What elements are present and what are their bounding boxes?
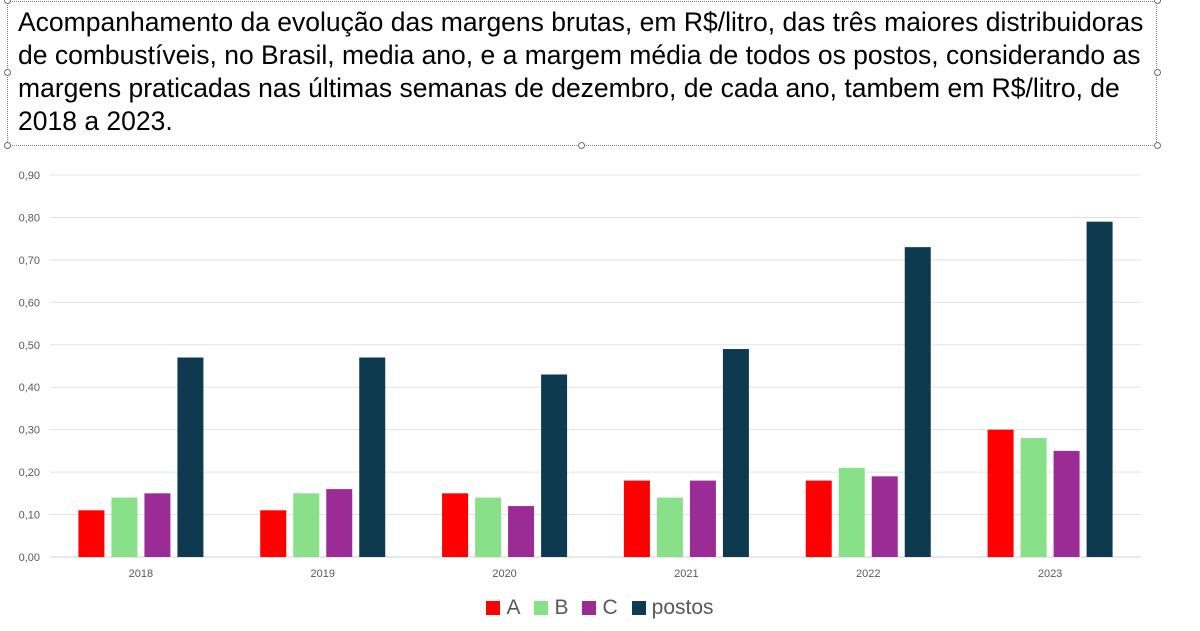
bar-B-2019 [293, 493, 320, 557]
y-tick-label: 0,10 [19, 510, 40, 522]
title-textbox[interactable]: Acompanhamento da evolução das margens b… [7, 1, 1157, 146]
resize-handle-bottom-right[interactable] [1154, 142, 1161, 149]
bar-A-2023 [987, 429, 1014, 557]
bar-C-2020 [508, 506, 535, 557]
bar-postos-2020 [541, 374, 568, 557]
bar-A-2022 [805, 480, 832, 557]
bar-postos-2022 [904, 247, 931, 557]
bar-A-2020 [442, 493, 469, 557]
y-tick-label: 0,00 [19, 552, 40, 564]
resize-handle-middle-right[interactable] [1154, 69, 1161, 76]
bar-C-2023 [1053, 450, 1080, 557]
legend-label: A [506, 596, 521, 619]
x-tick-label: 2019 [311, 568, 335, 580]
resize-handle-top-left[interactable] [4, 0, 11, 4]
resize-handle-bottom-left[interactable] [4, 142, 11, 149]
legend-label: B [554, 596, 569, 619]
y-tick-label: 0,40 [19, 382, 40, 394]
y-tick-label: 0,90 [19, 170, 40, 182]
y-tick-label: 0,60 [19, 297, 40, 309]
bar-B-2021 [656, 497, 683, 557]
bar-postos-2021 [722, 349, 749, 557]
bar-B-2020 [475, 497, 502, 557]
x-tick-label: 2022 [856, 568, 880, 580]
bar-postos-2023 [1086, 221, 1113, 557]
bar-B-2023 [1020, 438, 1047, 557]
x-tick-label: 2021 [674, 568, 698, 580]
legend-label: C [602, 596, 618, 619]
legend-swatch [582, 601, 597, 615]
y-tick-label: 0,70 [19, 255, 40, 267]
bar-C-2018 [144, 493, 171, 557]
resize-handle-bottom-center[interactable] [578, 142, 585, 149]
bar-A-2019 [260, 510, 287, 557]
bar-postos-2018 [177, 357, 204, 557]
bar-B-2018 [111, 497, 138, 557]
legend-item-B: B [534, 596, 568, 620]
bar-postos-2019 [359, 357, 386, 557]
legend-swatch [486, 601, 501, 615]
y-tick-label: 0,80 [19, 212, 40, 224]
bar-C-2022 [871, 476, 898, 557]
legend-item-postos: postos [631, 596, 714, 620]
legend-label: postos [651, 596, 714, 619]
legend-swatch [631, 601, 646, 615]
bar-A-2018 [78, 510, 105, 557]
bar-B-2022 [838, 467, 865, 557]
resize-handle-top-right[interactable] [1154, 0, 1161, 4]
x-tick-label: 2018 [129, 568, 153, 580]
legend-item-A: A [486, 596, 520, 620]
bar-A-2021 [623, 480, 650, 557]
x-tick-label: 2023 [1038, 568, 1062, 580]
y-tick-label: 0,20 [19, 467, 40, 479]
bar-C-2021 [689, 480, 716, 557]
chart-title: Acompanhamento da evolução das margens b… [18, 7, 1144, 136]
resize-handle-middle-left[interactable] [4, 69, 11, 76]
legend-swatch [534, 601, 549, 615]
y-tick-label: 0,30 [19, 425, 40, 437]
legend-item-C: C [582, 596, 618, 620]
y-tick-label: 0,50 [19, 340, 40, 352]
bar-C-2019 [326, 489, 353, 557]
x-tick-label: 2020 [492, 568, 516, 580]
